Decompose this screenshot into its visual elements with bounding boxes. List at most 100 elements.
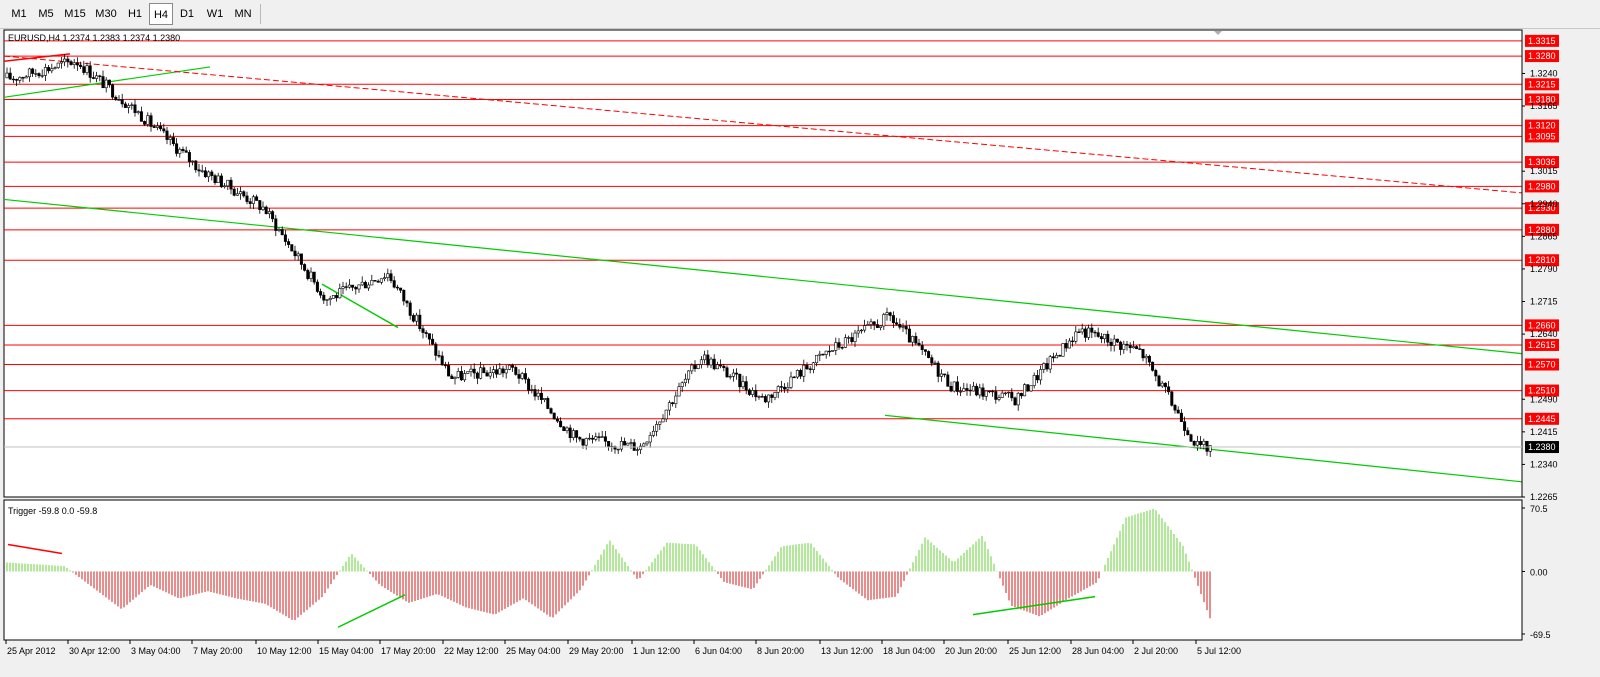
- candle-body: [213, 175, 217, 183]
- candle-body: [1138, 348, 1142, 350]
- candle-body: [56, 62, 60, 68]
- candle-body: [271, 211, 275, 220]
- candle-body: [1128, 344, 1132, 349]
- candle-body: [930, 357, 934, 364]
- price-tick-label: 1.3240: [1530, 68, 1558, 78]
- candle-body: [639, 445, 643, 450]
- timeframe-button-w1[interactable]: W1: [206, 8, 224, 20]
- candle-body: [1122, 343, 1126, 350]
- candle-body: [1163, 382, 1167, 388]
- candle-body: [111, 84, 115, 98]
- candle-body: [856, 330, 860, 334]
- candle-body: [706, 354, 710, 366]
- candle-body: [789, 376, 793, 388]
- candle-body: [1131, 346, 1135, 349]
- candle-body: [165, 130, 169, 140]
- candle-body: [712, 358, 716, 370]
- candle-body: [1000, 392, 1004, 398]
- candle-body: [101, 76, 105, 89]
- candle-body: [658, 421, 662, 425]
- candle-body: [79, 64, 83, 67]
- candle-body: [703, 354, 707, 361]
- timeframe-button-m5[interactable]: M5: [38, 8, 54, 20]
- level-price-tag: [1525, 223, 1559, 236]
- candle-body: [744, 381, 748, 391]
- level-price-label: 1.3315: [1528, 36, 1556, 46]
- candle-body: [898, 323, 902, 328]
- candle-body: [219, 175, 223, 188]
- candle-body: [24, 76, 28, 79]
- candle-body: [1183, 421, 1187, 431]
- candle-body: [1051, 356, 1055, 359]
- candle-body: [245, 195, 249, 202]
- candle-body: [962, 388, 966, 392]
- indicator-tick-label: 0.00: [1530, 567, 1548, 577]
- candle-body: [776, 386, 780, 393]
- candle-body: [53, 67, 57, 69]
- candle-body: [965, 388, 969, 391]
- candle-body: [1032, 375, 1036, 386]
- candle-body: [203, 170, 207, 178]
- candle-body: [824, 350, 828, 355]
- candle-body: [562, 426, 566, 432]
- time-tick-label: 30 Apr 12:00: [69, 646, 120, 656]
- candle-body: [1176, 409, 1180, 414]
- candle-body: [50, 68, 54, 72]
- timeframe-button-m30[interactable]: M30: [95, 8, 117, 20]
- candle-body: [376, 280, 380, 283]
- candle-body: [504, 369, 508, 374]
- candle-body: [655, 424, 659, 432]
- candle-body: [575, 430, 579, 438]
- candle-body: [1019, 392, 1023, 397]
- timeframe-button-mn[interactable]: MN: [234, 8, 252, 20]
- indicator-divergence-line[interactable]: [337, 594, 406, 628]
- candle-body: [875, 324, 879, 328]
- candle-body: [901, 326, 905, 328]
- upper-channel-line[interactable]: [3, 198, 1523, 355]
- timeframe-button-d1[interactable]: D1: [179, 8, 195, 20]
- candle-body: [127, 105, 131, 108]
- price-tick-label: 1.3015: [1530, 166, 1558, 176]
- candle-body: [1010, 391, 1014, 399]
- toolbar-divider: [260, 4, 261, 24]
- indicator-divergence-line[interactable]: [972, 595, 1096, 616]
- candle-body: [443, 364, 447, 367]
- candle-body: [267, 211, 271, 215]
- candle-body: [181, 149, 185, 152]
- timeframe-button-m15[interactable]: M15: [64, 8, 86, 20]
- candle-body: [821, 353, 825, 356]
- candle-body: [405, 300, 409, 304]
- top-resistance-line[interactable]: [3, 53, 71, 63]
- candle-body: [847, 337, 851, 339]
- candle-body: [747, 389, 751, 395]
- candle-body: [469, 368, 473, 372]
- candle-body: [491, 369, 495, 374]
- timeframe-button-h4[interactable]: H4: [149, 3, 173, 25]
- candle-body: [543, 398, 547, 400]
- candle-body: [530, 389, 534, 391]
- long-term-resistance-line[interactable]: [3, 55, 1523, 194]
- level-price-tag: [1525, 50, 1559, 63]
- timeframe-button-h1[interactable]: H1: [127, 8, 143, 20]
- candle-body: [1023, 384, 1027, 397]
- candle-body: [264, 206, 268, 215]
- shift-marker-icon[interactable]: [1214, 31, 1222, 35]
- candle-body: [223, 185, 227, 188]
- candle-body: [306, 270, 310, 279]
- candle-body: [175, 143, 179, 154]
- candle-body: [258, 200, 262, 210]
- price-tick-label: 1.3165: [1530, 101, 1558, 111]
- price-pane[interactable]: [3, 29, 1523, 498]
- indicator-pane[interactable]: [3, 499, 1523, 641]
- divergence-line[interactable]: [321, 283, 399, 329]
- candle-body: [459, 371, 463, 381]
- timeframe-button-m1[interactable]: M1: [11, 8, 27, 20]
- candle-body: [149, 115, 153, 127]
- candle-body: [514, 367, 518, 375]
- candle-body: [91, 77, 95, 79]
- candle-body: [677, 386, 681, 397]
- indicator-divergence-line[interactable]: [7, 543, 63, 555]
- candle-body: [773, 392, 777, 398]
- candle-body: [907, 328, 911, 343]
